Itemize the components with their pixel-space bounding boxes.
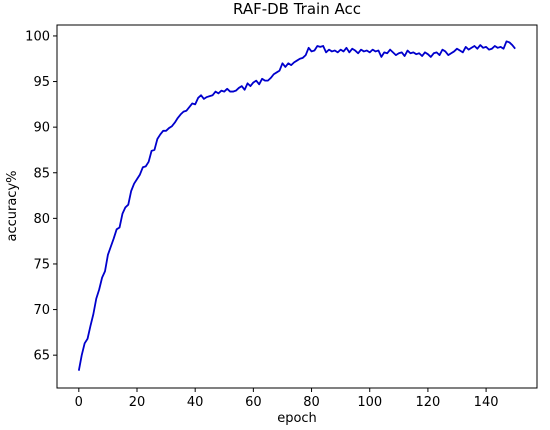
y-axis-label: accuracy% — [5, 170, 20, 241]
x-tick-label: 120 — [415, 395, 440, 410]
y-tick-label: 90 — [33, 121, 50, 136]
y-tick-label: 95 — [33, 75, 50, 90]
y-tick-label: 100 — [25, 29, 50, 44]
x-tick-label: 100 — [357, 395, 382, 410]
y-tick-label: 70 — [33, 303, 50, 318]
x-tick-label: 80 — [303, 395, 320, 410]
x-axis-label: epoch — [277, 411, 317, 426]
chart-title: RAF-DB Train Acc — [233, 0, 361, 18]
y-tick-label: 80 — [33, 212, 50, 227]
x-tick-label: 20 — [129, 395, 146, 410]
x-tick-label: 40 — [187, 395, 204, 410]
x-tick-label: 60 — [245, 395, 262, 410]
y-tick-label: 65 — [33, 349, 50, 364]
x-tick-label: 0 — [75, 395, 83, 410]
y-tick-label: 75 — [33, 257, 50, 272]
y-tick-label: 85 — [33, 166, 50, 181]
data-line — [77, 40, 516, 371]
plot-frame — [56, 24, 538, 389]
x-tick-label: 140 — [474, 395, 499, 410]
